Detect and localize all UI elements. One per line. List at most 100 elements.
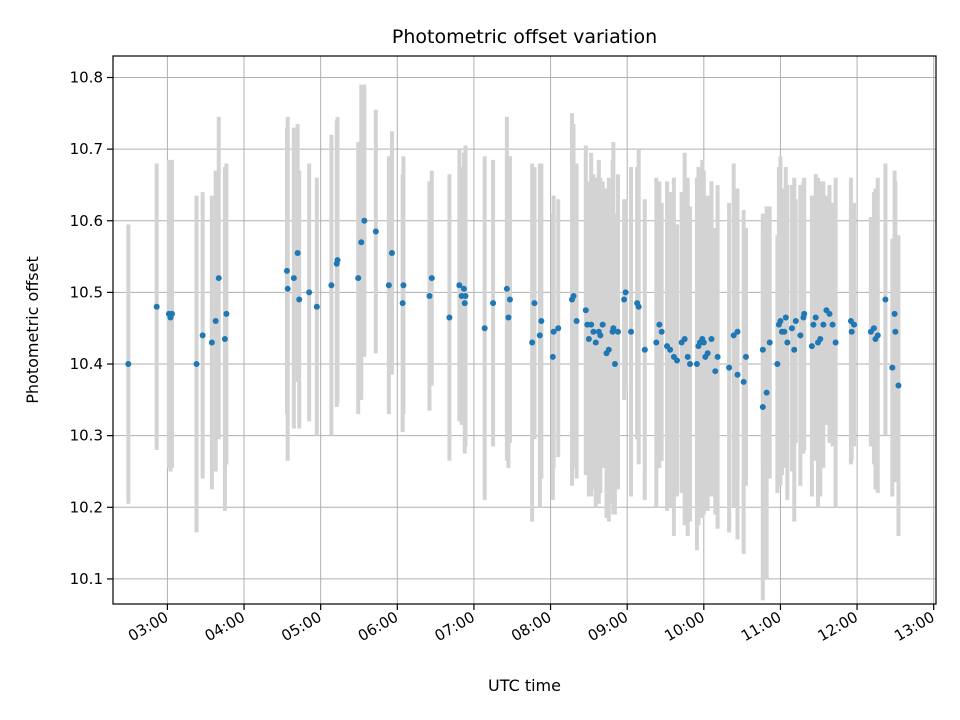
data-point	[704, 350, 711, 357]
data-point	[505, 314, 512, 321]
data-point	[208, 339, 215, 346]
data-point	[708, 335, 715, 342]
data-point	[740, 378, 747, 385]
data-point	[531, 300, 538, 307]
data-point	[125, 361, 132, 368]
data-point	[730, 332, 737, 339]
y-axis-label: Photometric offset	[23, 256, 42, 404]
x-axis-label: UTC time	[488, 676, 561, 695]
y-tick-label: 10.4	[70, 355, 103, 373]
data-point	[462, 292, 469, 299]
data-point	[446, 314, 453, 321]
data-point	[599, 321, 606, 328]
data-point	[361, 217, 368, 224]
data-point	[667, 346, 674, 353]
data-point	[399, 300, 406, 307]
data-point	[536, 332, 543, 339]
data-point	[590, 328, 597, 335]
chart-title: Photometric offset variation	[392, 26, 657, 48]
data-point	[294, 249, 301, 256]
data-point	[529, 339, 536, 346]
data-point	[882, 296, 889, 303]
data-point	[588, 321, 595, 328]
data-point	[874, 332, 881, 339]
data-point	[774, 361, 781, 368]
data-point	[700, 339, 707, 346]
data-point	[788, 325, 795, 332]
data-point	[610, 325, 617, 332]
data-point	[712, 368, 719, 375]
plot-area	[112, 55, 937, 605]
data-point	[290, 275, 297, 282]
data-point	[614, 328, 621, 335]
data-point	[891, 310, 898, 317]
plot-frame	[112, 55, 937, 605]
data-point	[656, 321, 663, 328]
data-point	[549, 353, 556, 360]
data-point	[503, 285, 510, 292]
data-point	[358, 239, 365, 246]
data-point	[296, 296, 303, 303]
data-point	[759, 404, 766, 411]
data-point	[681, 335, 688, 342]
data-point	[763, 389, 770, 396]
data-point	[766, 339, 773, 346]
data-point	[481, 325, 488, 332]
data-point	[169, 310, 176, 317]
data-point	[605, 346, 612, 353]
data-point	[892, 328, 899, 335]
data-point	[782, 314, 789, 321]
data-point	[372, 228, 379, 235]
y-tick-label: 10.1	[70, 570, 103, 588]
data-point	[817, 335, 824, 342]
data-point	[428, 275, 435, 282]
data-point	[832, 339, 839, 346]
data-point	[791, 346, 798, 353]
y-tick-label: 10.7	[70, 140, 103, 158]
data-point	[328, 282, 335, 289]
data-point	[759, 346, 766, 353]
data-point	[461, 300, 468, 307]
data-point	[797, 332, 804, 339]
data-point	[851, 321, 858, 328]
data-point	[635, 303, 642, 310]
data-point	[810, 321, 817, 328]
data-point	[611, 361, 618, 368]
data-point	[506, 296, 513, 303]
y-tick-label: 10.3	[70, 427, 103, 445]
data-point	[334, 257, 341, 264]
data-point	[693, 361, 700, 368]
data-point	[153, 303, 160, 310]
y-tick-label: 10.5	[70, 283, 103, 301]
data-point	[215, 275, 222, 282]
data-point	[284, 285, 291, 292]
data-point	[734, 328, 741, 335]
data-point	[283, 267, 290, 274]
data-point	[792, 318, 799, 325]
data-point	[889, 364, 896, 371]
data-point	[714, 353, 721, 360]
y-tick-label: 10.8	[70, 68, 103, 86]
data-point	[829, 321, 836, 328]
data-point	[820, 321, 827, 328]
data-point	[597, 332, 604, 339]
data-point	[673, 357, 680, 364]
data-point	[653, 339, 660, 346]
data-point	[777, 318, 784, 325]
data-point	[622, 289, 629, 296]
data-point	[812, 314, 819, 321]
data-point	[781, 328, 788, 335]
data-point	[641, 346, 648, 353]
y-axis: 10.1 10.2 10.3 10.4 10.5 10.6 10.7 10.8	[70, 68, 113, 588]
data-point	[734, 371, 741, 378]
data-point	[306, 289, 313, 296]
data-point	[388, 249, 395, 256]
data-point	[801, 310, 808, 317]
data-point	[400, 282, 407, 289]
data-point	[684, 353, 691, 360]
data-point	[538, 318, 545, 325]
data-point	[460, 285, 467, 292]
data-point	[621, 296, 628, 303]
data-point	[687, 361, 694, 368]
